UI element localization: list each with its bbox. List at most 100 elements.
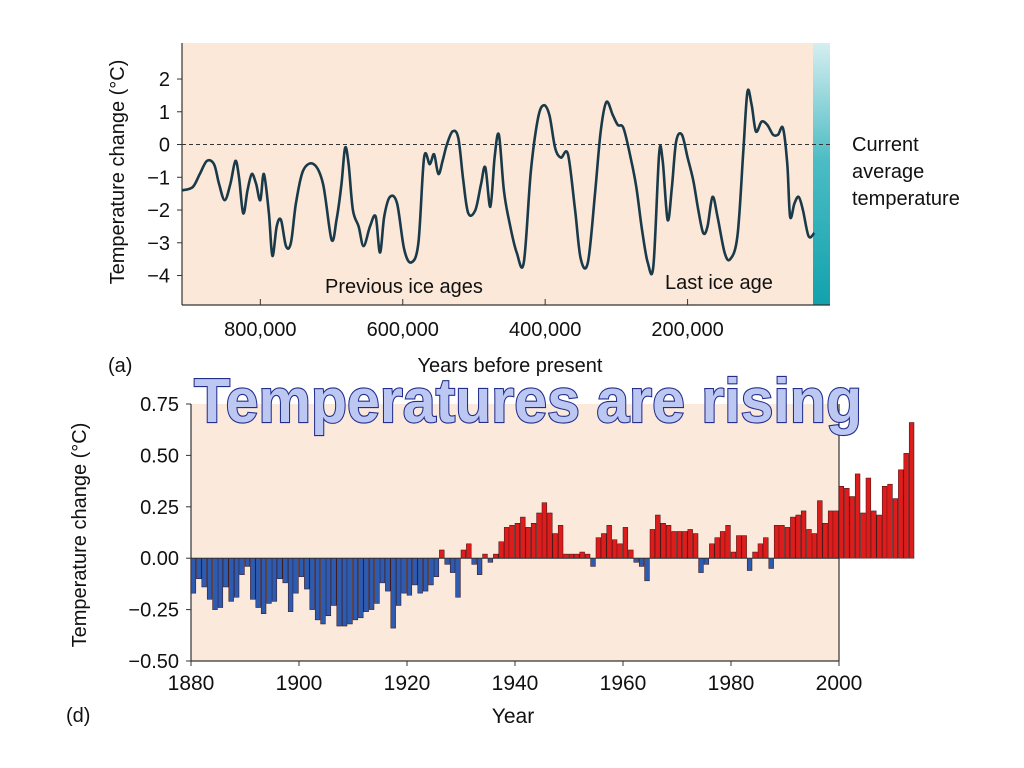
panel-a-plot-area bbox=[182, 43, 830, 305]
anomaly-bar-1985 bbox=[757, 543, 764, 559]
anomaly-bar-1953 bbox=[584, 553, 591, 559]
anomaly-bar-1916 bbox=[385, 557, 391, 592]
anomaly-bar-1927 bbox=[444, 557, 450, 565]
anomaly-bar-1923 bbox=[422, 557, 429, 592]
anomaly-bar-1991 bbox=[790, 516, 796, 559]
anomaly-bar-2004 bbox=[860, 512, 866, 559]
anomaly-bar-1884 bbox=[212, 557, 218, 610]
anomaly-bar-1887 bbox=[228, 557, 234, 602]
anomaly-bar-2002 bbox=[849, 496, 855, 559]
anomaly-bar-1935 bbox=[487, 557, 494, 563]
anomaly-bar-1908 bbox=[341, 557, 348, 627]
anomaly-bar-1892 bbox=[255, 557, 261, 608]
anomaly-bar-1929 bbox=[455, 557, 461, 598]
anomaly-bar-1930 bbox=[460, 549, 467, 559]
anomaly-bar-1993 bbox=[800, 510, 807, 559]
anomaly-bar-1969 bbox=[671, 531, 677, 559]
anomaly-bar-1924 bbox=[428, 557, 434, 586]
anomaly-bar-1942 bbox=[525, 527, 531, 559]
anomaly-bar-2008 bbox=[881, 485, 888, 559]
anomaly-bar-1895 bbox=[271, 557, 278, 602]
anomaly-bar-1933 bbox=[476, 557, 483, 575]
annotation-last-ice-age: Last ice age bbox=[665, 272, 773, 294]
anomaly-bar-2009 bbox=[887, 483, 893, 559]
anomaly-bar-1951 bbox=[574, 553, 580, 559]
anomaly-bar-1977 bbox=[714, 537, 720, 559]
panel-a-x-ticks: 800,000 600,000 400,000 200,000 bbox=[224, 299, 724, 341]
anomaly-bar-1984 bbox=[752, 551, 758, 559]
panel-a-y-tick-label: −1 bbox=[147, 167, 170, 189]
anomaly-bar-1937 bbox=[498, 541, 504, 559]
panel-d-y-tick-label: 0.25 bbox=[140, 497, 179, 519]
panel-d-y-ticks: 0.75 0.50 0.25 0.00 −0.25 −0.50 bbox=[128, 394, 191, 673]
anomaly-bar-1904 bbox=[320, 557, 326, 625]
anomaly-bar-1964 bbox=[644, 557, 650, 582]
anomaly-bar-1954 bbox=[590, 557, 596, 567]
panel-d-x-axis-label: Year bbox=[492, 705, 534, 728]
anomaly-bar-1986 bbox=[763, 537, 769, 559]
anomaly-bar-1966 bbox=[655, 514, 661, 559]
anomaly-bar-2006 bbox=[871, 510, 877, 559]
anomaly-bar-1952 bbox=[579, 551, 585, 559]
anomaly-bar-2007 bbox=[876, 514, 882, 559]
anomaly-bar-1891 bbox=[250, 557, 256, 600]
headline-title: Temperatures are rising bbox=[194, 367, 862, 436]
anomaly-bar-1944 bbox=[536, 512, 542, 559]
anomaly-bars bbox=[190, 422, 915, 629]
anomaly-bar-1957 bbox=[606, 525, 612, 559]
current-period-band bbox=[813, 43, 830, 305]
anomaly-bar-1987 bbox=[768, 557, 774, 569]
panel-a-x-tick-label: 600,000 bbox=[367, 319, 439, 341]
anomaly-bar-1906 bbox=[331, 557, 337, 606]
anomaly-bar-1943 bbox=[530, 523, 537, 559]
anomaly-bar-1994 bbox=[806, 529, 812, 559]
panel-a-y-tick-label: −4 bbox=[147, 266, 170, 288]
panel-a-y-tick-label: 1 bbox=[159, 102, 170, 124]
panel-d-y-tick-label: 0.00 bbox=[140, 548, 179, 570]
anomaly-bar-2012 bbox=[903, 453, 909, 559]
anomaly-bar-1971 bbox=[682, 531, 688, 559]
panel-a-y-tick-label: −2 bbox=[147, 200, 170, 222]
anomaly-bar-1899 bbox=[293, 557, 299, 594]
anomaly-bar-1909 bbox=[347, 557, 353, 625]
anomaly-bar-1941 bbox=[520, 516, 526, 559]
anomaly-bar-1907 bbox=[336, 557, 342, 627]
panel-a-y-axis-label: Temperature change (°C) bbox=[107, 60, 129, 285]
anomaly-bar-1961 bbox=[628, 549, 634, 559]
anomaly-bar-1962 bbox=[633, 557, 639, 563]
anomaly-bar-1979 bbox=[725, 525, 731, 559]
panel-d-x-tick-label: 1880 bbox=[168, 672, 215, 695]
anomaly-bar-1890 bbox=[244, 557, 251, 567]
anomaly-bar-1948 bbox=[557, 525, 564, 559]
anomaly-bar-1889 bbox=[239, 557, 245, 575]
anomaly-bar-1975 bbox=[703, 557, 710, 565]
anomaly-bar-1995 bbox=[811, 533, 818, 559]
anomaly-bar-1976 bbox=[709, 543, 715, 559]
panel-d-y-tick-label: −0.50 bbox=[128, 651, 179, 673]
panel-d-label: (d) bbox=[66, 705, 90, 727]
anomaly-bar-1931 bbox=[466, 543, 472, 559]
anomaly-bar-1983 bbox=[746, 557, 753, 571]
panel-a-y-tick-label: −3 bbox=[147, 233, 170, 255]
reference-label-line-3: temperature bbox=[852, 188, 960, 210]
anomaly-bar-1915 bbox=[379, 557, 386, 584]
anomaly-bar-1912 bbox=[363, 557, 369, 612]
panel-a-y-tick-label: 2 bbox=[159, 69, 170, 91]
anomaly-bar-1972 bbox=[687, 529, 693, 559]
panel-d-x-tick-label: 1900 bbox=[276, 672, 323, 695]
panel-a-y-ticks: 2 1 0 −1 −2 −3 −4 bbox=[147, 69, 182, 288]
temperature-curve bbox=[181, 88, 816, 276]
anomaly-bar-1955 bbox=[595, 537, 602, 559]
panel-d-y-tick-label: 0.50 bbox=[140, 445, 179, 467]
panel-a-x-axis-label: Years before present bbox=[418, 355, 603, 377]
anomaly-bar-2013 bbox=[908, 422, 915, 559]
anomaly-bar-1974 bbox=[698, 557, 704, 573]
panel-a-y-tick-label: 0 bbox=[159, 135, 170, 157]
anomaly-bar-2005 bbox=[865, 477, 872, 559]
anomaly-bar-1950 bbox=[568, 553, 575, 559]
anomaly-bar-1982 bbox=[741, 535, 747, 559]
anomaly-bar-1897 bbox=[282, 557, 288, 584]
anomaly-bar-1973 bbox=[692, 533, 699, 559]
anomaly-bar-1881 bbox=[196, 557, 202, 580]
